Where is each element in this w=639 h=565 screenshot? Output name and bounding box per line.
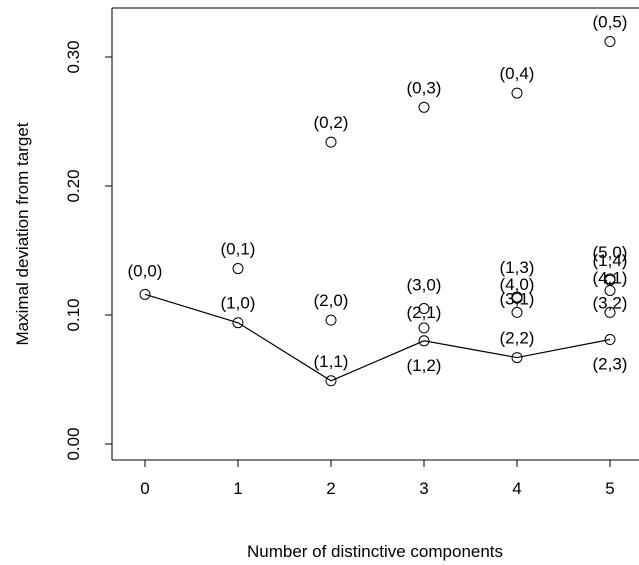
- data-point: [325, 314, 337, 326]
- y-tick-label: 0.20: [64, 169, 83, 202]
- data-point-label: (0,3): [407, 78, 442, 97]
- data-point: [511, 87, 523, 99]
- data-point: [418, 322, 430, 334]
- y-axis-label: Maximal deviation from target: [13, 122, 32, 345]
- data-point-label: (2,1): [407, 303, 442, 322]
- data-point-label: (0,5): [593, 13, 628, 32]
- point-labels: (0,0) (1,0) (0,1) (2,0) (1,1) (0,2) (3,0) (2,1)…: [128, 13, 628, 375]
- data-points: [139, 36, 616, 387]
- data-point: [139, 288, 151, 300]
- data-point: [325, 136, 337, 148]
- y-tick-label: 0.00: [64, 427, 83, 460]
- data-point: [511, 292, 523, 304]
- data-point-label: (0,4): [500, 64, 535, 83]
- y-tick-label: 0.10: [64, 298, 83, 331]
- data-point-label: (3,2): [593, 293, 628, 312]
- data-point-label: (3,0): [407, 276, 442, 295]
- data-point-label: (2,3): [593, 355, 628, 374]
- x-axis-label: Number of distinctive components: [247, 542, 503, 561]
- data-point: [325, 375, 337, 387]
- plot-frame: [111, 7, 639, 461]
- data-point-label: (4,1): [593, 268, 628, 287]
- data-point-label: (2,2): [500, 329, 535, 348]
- x-tick-label: 1: [233, 479, 242, 498]
- series-line-path: [144, 293, 611, 382]
- data-point-label: (3,1): [500, 289, 535, 308]
- x-tick-label: 5: [605, 479, 614, 498]
- data-point-label: (0,0): [128, 261, 163, 280]
- min-deviation-line: [144, 293, 611, 382]
- data-point: [418, 101, 430, 113]
- data-point: [232, 317, 244, 329]
- x-tick-label: 0: [140, 479, 149, 498]
- data-point: [511, 352, 523, 364]
- data-point-label: (0,2): [314, 113, 349, 132]
- data-point: [418, 335, 430, 347]
- data-point: [604, 36, 616, 48]
- data-point-label: (1,1): [314, 352, 349, 371]
- data-point: [418, 303, 430, 315]
- data-point: [511, 306, 523, 318]
- y-tick-label: 0.30: [64, 40, 83, 73]
- data-point: [232, 263, 244, 275]
- data-point-label: (0,1): [221, 240, 256, 259]
- data-point: [604, 306, 616, 318]
- data-point-label: (4,0): [500, 275, 535, 294]
- data-point: [604, 334, 616, 346]
- x-tick-label: 3: [419, 479, 428, 498]
- data-point-label: (1,2): [407, 356, 442, 375]
- y-axis-ticks: 0.00 0.10 0.20 0.30: [64, 40, 112, 461]
- data-point: [604, 284, 616, 296]
- x-tick-label: 4: [512, 479, 521, 498]
- x-tick-label: 2: [326, 479, 335, 498]
- x-axis-ticks: 0 1 2 3 4 5: [140, 460, 615, 498]
- data-point-label: (1,3): [500, 258, 535, 277]
- data-point-label: (1,4): [593, 251, 628, 270]
- data-point-label: (2,0): [314, 291, 349, 310]
- data-point-label: (1,0): [221, 294, 256, 313]
- data-point-label: (5,0): [593, 243, 628, 262]
